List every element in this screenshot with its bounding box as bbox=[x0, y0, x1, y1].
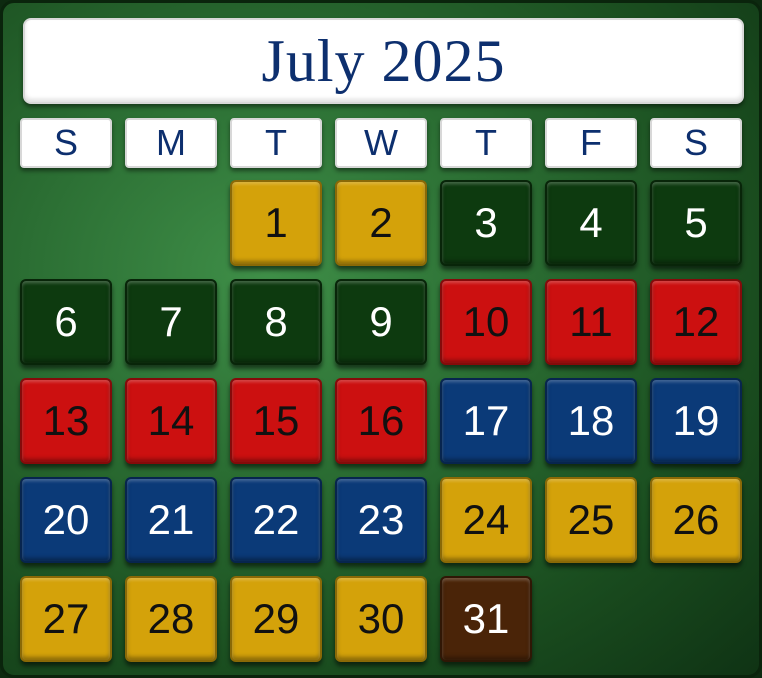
day-cell-15[interactable]: 15 bbox=[230, 378, 322, 464]
day-cell-2[interactable]: 2 bbox=[335, 180, 427, 266]
day-cell-13[interactable]: 13 bbox=[20, 378, 112, 464]
day-cell-25[interactable]: 25 bbox=[545, 477, 637, 563]
weekday-wednesday: W bbox=[335, 118, 427, 168]
day-cell-18[interactable]: 18 bbox=[545, 378, 637, 464]
weekday-friday: F bbox=[545, 118, 637, 168]
day-cell-9[interactable]: 9 bbox=[335, 279, 427, 365]
day-cell-27[interactable]: 27 bbox=[20, 576, 112, 662]
day-cell-21[interactable]: 21 bbox=[125, 477, 217, 563]
day-cell-30[interactable]: 30 bbox=[335, 576, 427, 662]
day-cell-8[interactable]: 8 bbox=[230, 279, 322, 365]
day-cell-3[interactable]: 3 bbox=[440, 180, 532, 266]
day-cell-17[interactable]: 17 bbox=[440, 378, 532, 464]
day-cell-19[interactable]: 19 bbox=[650, 378, 742, 464]
day-cell-16[interactable]: 16 bbox=[335, 378, 427, 464]
day-cell-5[interactable]: 5 bbox=[650, 180, 742, 266]
day-cell-28[interactable]: 28 bbox=[125, 576, 217, 662]
day-cell-20[interactable]: 20 bbox=[20, 477, 112, 563]
day-cell-31[interactable]: 31 bbox=[440, 576, 532, 662]
day-cell-12[interactable]: 12 bbox=[650, 279, 742, 365]
day-cell-4[interactable]: 4 bbox=[545, 180, 637, 266]
weekday-tuesday: T bbox=[230, 118, 322, 168]
day-cell-10[interactable]: 10 bbox=[440, 279, 532, 365]
weekday-thursday: T bbox=[440, 118, 532, 168]
day-cell-14[interactable]: 14 bbox=[125, 378, 217, 464]
day-cell-23[interactable]: 23 bbox=[335, 477, 427, 563]
day-cell-7[interactable]: 7 bbox=[125, 279, 217, 365]
weekday-saturday: S bbox=[650, 118, 742, 168]
day-cell-26[interactable]: 26 bbox=[650, 477, 742, 563]
day-cell-29[interactable]: 29 bbox=[230, 576, 322, 662]
weekday-sunday: S bbox=[20, 118, 112, 168]
day-cell-1[interactable]: 1 bbox=[230, 180, 322, 266]
month-title-bar: July 2025 bbox=[23, 18, 744, 104]
month-title: July 2025 bbox=[261, 28, 506, 94]
day-cell-11[interactable]: 11 bbox=[545, 279, 637, 365]
day-cell-6[interactable]: 6 bbox=[20, 279, 112, 365]
day-cell-24[interactable]: 24 bbox=[440, 477, 532, 563]
day-cell-22[interactable]: 22 bbox=[230, 477, 322, 563]
weekday-monday: M bbox=[125, 118, 217, 168]
